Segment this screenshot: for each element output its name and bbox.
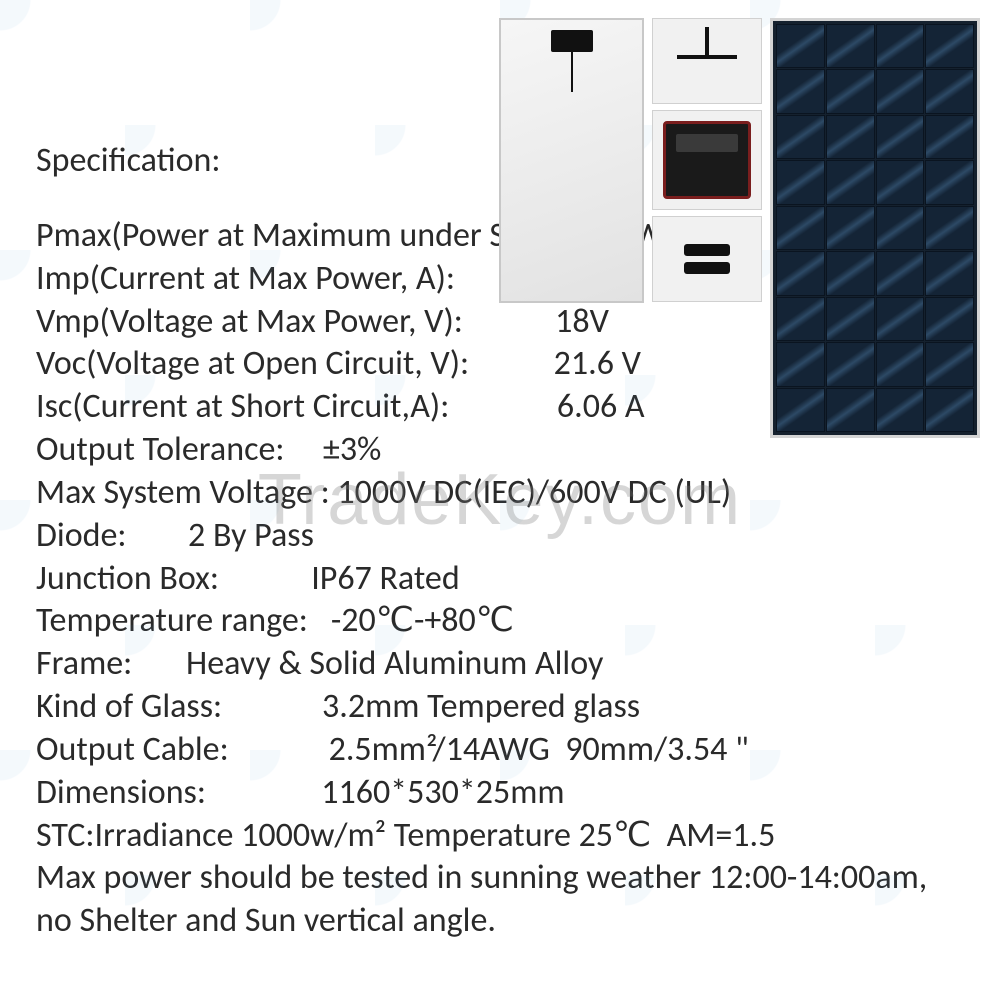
solar-cell: [826, 251, 875, 295]
solar-cell: [826, 206, 875, 250]
solar-cell: [826, 342, 875, 386]
spec-line: Temperature range: -20℃-+80℃: [36, 600, 980, 643]
connector-image: [652, 216, 762, 302]
solar-cell: [876, 69, 925, 113]
solar-cell: [925, 251, 974, 295]
solar-cell: [925, 388, 974, 432]
solar-cell: [876, 251, 925, 295]
solar-cell: [876, 115, 925, 159]
solar-cell: [776, 388, 825, 432]
solar-cell: [826, 297, 875, 341]
junction-box-mini-icon: [551, 30, 593, 52]
solar-cell: [925, 206, 974, 250]
solar-cell: [876, 297, 925, 341]
panel-rear-image: [499, 18, 644, 303]
mc4-connector-icon: [684, 238, 730, 280]
solar-cell: [925, 69, 974, 113]
solar-cell: [776, 160, 825, 204]
spec-line: STC:Irradiance 1000w/m² Temperature 25℃ …: [36, 815, 980, 858]
spec-line: no Shelter and Sun vertical angle.: [36, 900, 980, 943]
spec-line: Diode: 2 By Pass: [36, 515, 980, 558]
solar-cell: [925, 297, 974, 341]
solar-cell: [876, 24, 925, 68]
spec-line: Kind of Glass: 3.2mm Tempered glass: [36, 686, 980, 729]
spec-line: Frame: Heavy & Solid Aluminum Alloy: [36, 643, 980, 686]
solar-cell: [876, 342, 925, 386]
solar-cell: [826, 24, 875, 68]
junction-box-image: [652, 110, 762, 210]
spec-line: Junction Box: IP67 Rated: [36, 558, 980, 601]
spec-line: Max System Voltage : 1000V DC(IEC)/600V …: [36, 472, 980, 515]
solar-cell: [925, 24, 974, 68]
accessory-images: [652, 18, 762, 302]
spec-line: Dimensions: 1160*530*25mm: [36, 772, 980, 815]
solar-cell: [876, 160, 925, 204]
product-images: [499, 18, 980, 438]
spec-line: Output Cable: 2.5mm²/14AWG 90mm/3.54 ": [36, 729, 980, 772]
spec-line: Max power should be tested in sunning we…: [36, 857, 980, 900]
cable-image: [652, 18, 762, 104]
cable-icon: [677, 27, 737, 87]
solar-cell: [925, 160, 974, 204]
solar-cell: [826, 115, 875, 159]
solar-cell: [776, 251, 825, 295]
solar-cell: [826, 388, 875, 432]
solar-cell: [776, 297, 825, 341]
spec-sheet: Specification: Pmax(Power at Maximum und…: [0, 0, 1000, 1000]
solar-cell: [776, 342, 825, 386]
solar-cell: [826, 160, 875, 204]
solar-cell: [876, 206, 925, 250]
solar-cell: [776, 206, 825, 250]
solar-cell: [776, 69, 825, 113]
solar-cell: [925, 115, 974, 159]
solar-cell: [776, 115, 825, 159]
panel-front-image: [770, 18, 980, 438]
solar-cell: [826, 69, 875, 113]
solar-cell: [876, 388, 925, 432]
solar-cell: [925, 342, 974, 386]
junction-box-icon: [663, 121, 751, 199]
solar-cell: [776, 24, 825, 68]
